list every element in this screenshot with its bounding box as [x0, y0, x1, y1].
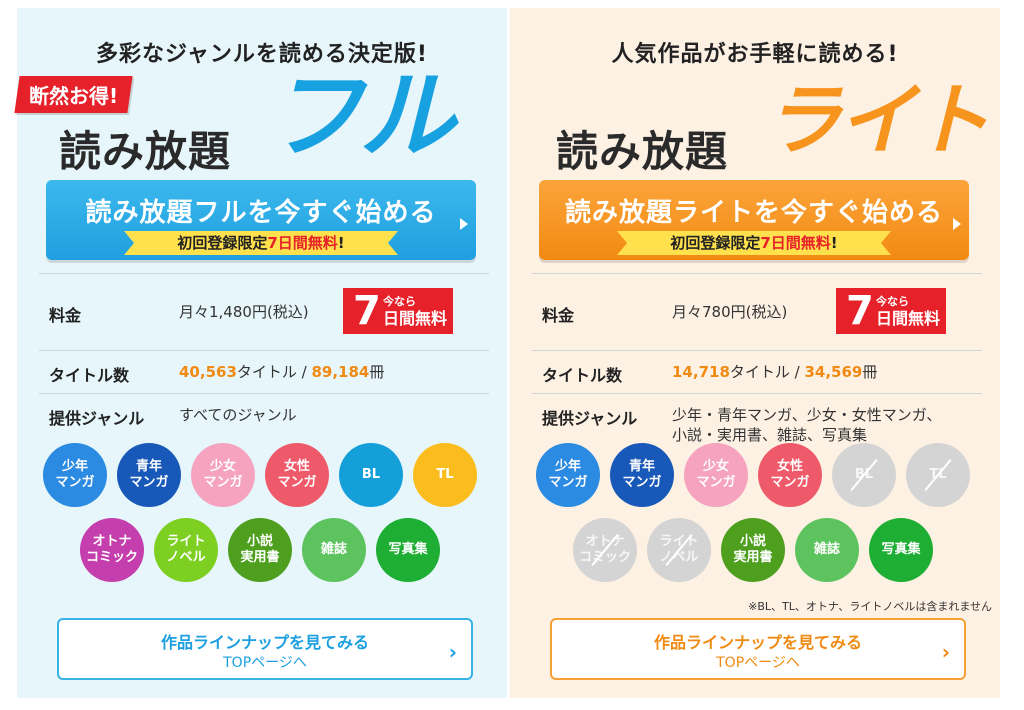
- lite-trial-suffix: !: [830, 234, 838, 252]
- lite-trial-ribbon: 初回登録限定7日間無料!: [617, 231, 891, 255]
- genre-circle: ライト ノベル: [154, 518, 218, 582]
- play-arrow-icon: [460, 218, 468, 230]
- lite-logo-accent: ライト: [764, 76, 990, 166]
- lite-genre-label: 提供ジャンル: [542, 409, 638, 428]
- chevron-right-icon: ›: [941, 640, 950, 664]
- lite-trial-highlight: 7日間無料: [760, 234, 831, 252]
- full-lineup-sub: TOPページへ: [223, 655, 307, 671]
- lite-genre-value: 少年・青年マンガ、少女・女性マンガ、 小説・実用書、雑誌、写真集: [672, 405, 941, 445]
- lite-titles-value: 14,718タイトル / 34,569冊: [672, 362, 877, 382]
- lite-start-button[interactable]: 読み放題ライトを今すぐ始める 初回登録限定7日間無料!: [539, 180, 969, 260]
- genre-circle: 少年 マンガ: [43, 443, 107, 507]
- genre-circle: BL: [339, 443, 403, 507]
- full-trial-ribbon: 初回登録限定7日間無料!: [124, 231, 398, 255]
- full-price-value: 月々1,480円(税込): [179, 303, 309, 321]
- genre-circle: 写真集: [376, 518, 440, 582]
- lite-lineup-sub: TOPページへ: [716, 655, 800, 671]
- genre-circle: 女性 マンガ: [265, 443, 329, 507]
- lite-info-table: 料金 月々780円(税込) 7 今なら 日間無料 タイトル数 14,718タイト…: [532, 273, 982, 445]
- full-books-unit: 冊: [369, 363, 385, 381]
- lite-books-count: 34,569: [804, 363, 863, 381]
- full-titles-count: 40,563: [179, 363, 237, 381]
- full-info-table: 料金 月々1,480円(税込) 7 今なら 日間無料 タイトル数 40,563タ…: [39, 273, 489, 442]
- lite-genre-value-line2: 小説・実用書、雑誌、写真集: [672, 426, 868, 444]
- lite-titles-count: 14,718: [672, 363, 730, 381]
- lite-price-label: 料金: [542, 306, 575, 325]
- genre-circle: オトナ コミック: [80, 518, 144, 582]
- full-free-text: 日間無料: [383, 309, 448, 328]
- genre-circle: 雑誌: [302, 518, 366, 582]
- genre-circle: 少女 マンガ: [191, 443, 255, 507]
- full-trial-prefix: 初回登録限定: [177, 234, 268, 252]
- genre-circle: ライト ノベル: [647, 518, 711, 582]
- genre-circle: 少年 マンガ: [536, 443, 600, 507]
- genre-circle: TL: [906, 443, 970, 507]
- genre-circle: TL: [413, 443, 477, 507]
- genre-circle: BL: [832, 443, 896, 507]
- full-titles-label: タイトル数: [49, 366, 130, 385]
- lite-genre-row: 提供ジャンル 少年・青年マンガ、少女・女性マンガ、 小説・実用書、雑誌、写真集: [532, 393, 982, 445]
- full-lineup-button[interactable]: 作品ラインナップを見てみる TOPページへ ›: [57, 618, 473, 680]
- genre-circle: 小説 実用書: [721, 518, 785, 582]
- lite-price-row: 料金 月々780円(税込) 7 今なら 日間無料: [532, 273, 982, 350]
- lite-lineup-title: 作品ラインナップを見てみる: [653, 633, 862, 652]
- lite-free-trial-box: 7 今なら 日間無料: [836, 288, 946, 334]
- lite-books-unit: 冊: [862, 363, 878, 381]
- lite-lineup-button[interactable]: 作品ラインナップを見てみる TOPページへ ›: [550, 618, 966, 680]
- lite-free-days: 7: [846, 288, 874, 334]
- full-genre-label: 提供ジャンル: [49, 409, 145, 428]
- full-trial-highlight: 7日間無料: [267, 234, 338, 252]
- lite-genre-value-line1: 少年・青年マンガ、少女・女性マンガ、: [672, 406, 942, 424]
- lite-price-value: 月々780円(税込): [672, 303, 788, 321]
- lite-free-now: 今なら: [876, 295, 909, 308]
- full-titles-row: タイトル数 40,563タイトル / 89,184冊: [39, 350, 489, 393]
- full-start-button[interactable]: 読み放題フルを今すぐ始める 初回登録限定7日間無料!: [46, 180, 476, 260]
- lite-plan-panel: 人気作品がお手軽に読める! 読み放題 ライト 読み放題ライトを今すぐ始める 初回…: [510, 8, 1000, 698]
- full-genre-value: すべてのジャンル: [179, 406, 297, 424]
- genre-circle: オトナ コミック: [573, 518, 637, 582]
- chevron-right-icon: ›: [448, 640, 457, 664]
- lite-logo-main: 読み放題: [556, 127, 729, 176]
- lite-start-button-label: 読み放題ライトを今すぐ始める: [564, 198, 943, 228]
- full-tagline: 多彩なジャンルを読める決定版!: [96, 42, 428, 67]
- full-plan-panel: 多彩なジャンルを読める決定版! 断然お得! 読み放題 フル 読み放題フルを今すぐ…: [14, 8, 507, 698]
- full-free-trial-box: 7 今なら 日間無料: [343, 288, 453, 334]
- full-books-count: 89,184: [311, 363, 370, 381]
- full-logo-main: 読み放題: [59, 127, 232, 176]
- genre-circle: 女性 マンガ: [758, 443, 822, 507]
- play-arrow-icon: [953, 218, 961, 230]
- full-titles-unit: タイトル /: [236, 363, 312, 381]
- full-lineup-title: 作品ラインナップを見てみる: [160, 633, 369, 652]
- lite-exclusion-note: ※BL、TL、オトナ、ライトノベルは含まれません: [748, 600, 992, 613]
- full-titles-value: 40,563タイトル / 89,184冊: [179, 362, 384, 382]
- genre-circle: 雑誌: [795, 518, 859, 582]
- lite-titles-label: タイトル数: [542, 366, 623, 385]
- full-free-now: 今なら: [383, 295, 416, 308]
- genre-circle: 小説 実用書: [228, 518, 292, 582]
- full-start-button-label: 読み放題フルを今すぐ始める: [85, 198, 437, 228]
- lite-titles-unit: タイトル /: [729, 363, 805, 381]
- genre-circle: 青年 マンガ: [117, 443, 181, 507]
- lite-free-text: 日間無料: [876, 309, 941, 328]
- genre-circle: 少女 マンガ: [684, 443, 748, 507]
- full-genre-row: 提供ジャンル すべてのジャンル: [39, 393, 489, 442]
- lite-tagline: 人気作品がお手軽に読める!: [611, 42, 899, 67]
- full-trial-suffix: !: [337, 234, 345, 252]
- lite-titles-row: タイトル数 14,718タイトル / 34,569冊: [532, 350, 982, 393]
- full-price-label: 料金: [49, 306, 82, 325]
- lite-genre-circles: 少年 マンガ 青年 マンガ 少女 マンガ 女性 マンガ BL TL オトナ コミック ライト …: [510, 8, 1000, 698]
- full-logo-accent: フル: [267, 60, 455, 172]
- genre-circle: 写真集: [869, 518, 933, 582]
- genre-circle: 青年 マンガ: [610, 443, 674, 507]
- full-genre-circles: 少年 マンガ 青年 マンガ 少女 マンガ 女性 マンガ BL TL オトナ コミック ライト …: [17, 8, 507, 698]
- full-price-row: 料金 月々1,480円(税込) 7 今なら 日間無料: [39, 273, 489, 350]
- full-free-days: 7: [353, 288, 381, 334]
- lite-trial-prefix: 初回登録限定: [670, 234, 761, 252]
